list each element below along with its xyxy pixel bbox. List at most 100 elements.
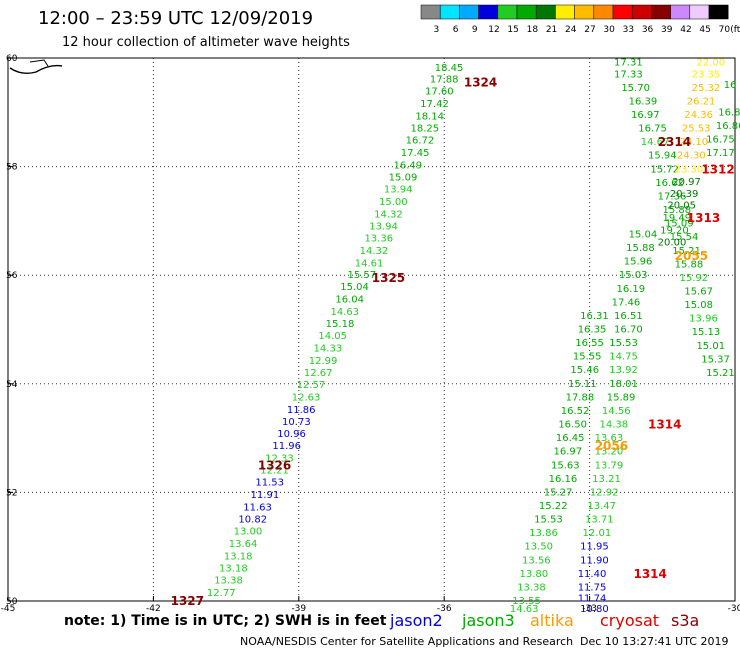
wave-height-point: 15.27 — [544, 487, 573, 498]
wave-height-point: 18.45 — [435, 63, 464, 74]
chart-title: 12:00 – 23:59 UTC 12/09/2019 — [38, 8, 313, 29]
y-tick-label: 58 — [6, 163, 18, 173]
x-tick-labels: -45 -42 -39 -36 -33 -30 — [1, 604, 740, 614]
wave-height-point: 14.05 — [318, 331, 347, 342]
wave-height-point: 13.38 — [214, 575, 243, 586]
wave-height-point: 11.74 — [578, 593, 607, 604]
wave-height-point: 14.75 — [609, 352, 638, 363]
wave-height-point: 15.46 — [570, 365, 599, 376]
wave-height-point: 14.38 — [600, 420, 629, 431]
wave-height-point: 13.63 — [595, 433, 624, 444]
data-points: 18.4517.8817.6017.4218.1418.2516.7217.45… — [207, 57, 740, 615]
color-scale-label: 24 — [565, 25, 577, 35]
wave-height-point: 16.49 — [394, 161, 423, 172]
satellite-legend: jason2 jason3 altika cryosat s3a — [389, 611, 699, 630]
color-scale-label: 30 — [603, 25, 615, 35]
wave-height-point: 17.42 — [420, 99, 449, 110]
wave-height-point: 17.45 — [401, 148, 430, 159]
pass-number-label: 1314 — [648, 418, 681, 432]
color-scale-label: 18 — [527, 25, 539, 35]
wave-height-point: 10.73 — [282, 417, 311, 428]
color-scale-swatch — [497, 4, 518, 20]
wave-height-point: 16.50 — [558, 420, 587, 431]
x-tick-label: -45 — [1, 604, 16, 614]
wave-height-point: 15.01 — [696, 341, 725, 352]
wave-height-point: 15.88 — [663, 205, 692, 216]
wave-height-point: 14.61 — [355, 258, 384, 269]
color-scale-label: 9 — [472, 25, 478, 35]
color-scale-swatch — [593, 4, 614, 20]
wave-height-point: 17.88 — [430, 75, 459, 86]
wave-height-point: 13.86 — [529, 528, 558, 539]
satellite-legend-s3a: s3a — [671, 611, 699, 630]
color-scale-label: 70 — [719, 25, 731, 35]
wave-height-point: 13.92 — [609, 365, 638, 376]
pass-labels: 1324 1325 1326 1327 2314 1313 1312 1314 1314 2056… — [171, 75, 735, 608]
wave-height-point: 11.95 — [580, 542, 609, 553]
y-tick-label: 52 — [6, 488, 17, 498]
color-scale-swatch — [612, 4, 633, 20]
wave-height-point: 15.09 — [389, 172, 418, 183]
wave-height-point: 16.75 — [706, 134, 735, 145]
wave-height-point: 15.94 — [648, 151, 677, 162]
wave-height-point: 25.32 — [692, 83, 721, 94]
wave-height-point: 11.63 — [243, 503, 272, 514]
color-scale-swatch — [574, 4, 595, 20]
plot-area: 18.4517.8817.6017.4218.1418.2516.7217.45… — [7, 57, 740, 615]
wave-height-point: 16.45 — [556, 433, 585, 444]
wave-height-point: 14.63 — [510, 604, 539, 615]
wave-height-point: 13.79 — [595, 460, 624, 471]
wave-height-point: 13.96 — [689, 314, 718, 325]
color-scale-swatch — [516, 4, 537, 20]
color-scale-swatch — [708, 4, 729, 20]
wave-height-point: 17.31 — [614, 57, 643, 68]
wave-height-point: 12.67 — [304, 368, 333, 379]
wave-height-point: 16 — [724, 80, 737, 91]
pass-number-label: 1327 — [171, 594, 204, 608]
wave-height-point: 12.57 — [297, 380, 326, 391]
wave-height-point: 11.90 — [580, 555, 609, 566]
wave-height-point: 13.64 — [229, 539, 258, 550]
color-scale-swatch — [555, 4, 575, 20]
wave-height-point: 23.35 — [692, 69, 721, 80]
color-scale-label: 36 — [642, 25, 654, 35]
footer-note: note: 1) Time is in UTC; 2) SWH is in fe… — [64, 613, 387, 629]
wave-height-point: 26.21 — [687, 96, 716, 107]
wave-height-point: 17.33 — [614, 69, 643, 80]
wave-height-point: 15.09 — [665, 219, 694, 230]
wave-height-point: 20.00 — [658, 238, 687, 249]
satellite-legend-altika: altika — [530, 611, 574, 630]
wave-height-point: 15.70 — [621, 83, 650, 94]
wave-height-point: 17.46 — [612, 297, 641, 308]
wave-height-point: 14.33 — [314, 344, 343, 355]
wave-height-point: 12.99 — [309, 356, 338, 367]
wave-height-point: 13.21 — [592, 474, 621, 485]
wave-height-point: 13.94 — [369, 221, 398, 232]
color-scale-label: 3 — [433, 25, 439, 35]
wave-height-point: 11.96 — [272, 441, 301, 452]
plot-frame — [7, 57, 736, 602]
wave-height-point: 12.33 — [265, 454, 294, 465]
wave-height-point: 18.25 — [410, 124, 439, 135]
wave-height-point: 15.53 — [534, 515, 563, 526]
wave-height-point: 16.39 — [629, 96, 658, 107]
color-scale-label: 42 — [680, 25, 691, 35]
wave-height-point: 13.80 — [520, 569, 549, 580]
y-tick-label: 50 — [6, 597, 18, 607]
wave-height-point: 11.53 — [255, 478, 284, 489]
x-tick-label: -42 — [146, 604, 161, 614]
wave-height-point: 16.70 — [614, 325, 643, 336]
pass-number-label: 1326 — [258, 458, 291, 472]
wave-height-point: 15.54 — [670, 232, 699, 243]
wave-height-point: 12.01 — [583, 528, 612, 539]
pass-number-label: 1313 — [687, 211, 720, 225]
wave-height-point: 13.18 — [219, 563, 248, 574]
wave-height-point: 10.80 — [580, 604, 609, 615]
coastline-segment — [9, 64, 63, 75]
wave-height-point: 13.18 — [224, 551, 253, 562]
color-scale-swatch — [631, 4, 652, 20]
wave-height-point: 13.71 — [585, 515, 614, 526]
y-tick-label: 56 — [6, 271, 18, 281]
